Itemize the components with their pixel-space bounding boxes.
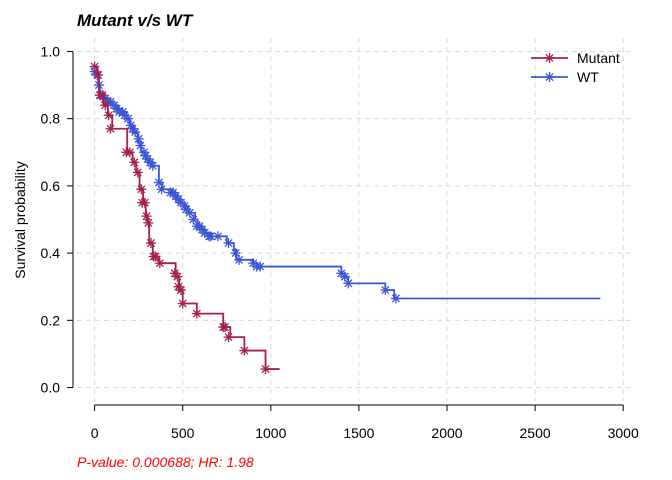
p-value-annotation: P-value: 0.000688; HR: 1.98 (77, 454, 254, 470)
censor-mark-mutant (260, 364, 271, 375)
legend-marker-mutant (544, 53, 555, 63)
censor-mark-wt (223, 238, 234, 249)
x-tick-label: 0 (91, 425, 99, 441)
x-tick-label: 2000 (431, 425, 462, 441)
x-tick-label: 1500 (343, 425, 374, 441)
censor-mark-wt (255, 261, 266, 272)
censor-mark-mutant (239, 345, 250, 356)
censor-mark-mutant (223, 332, 234, 343)
censor-mark-wt (380, 285, 391, 296)
censor-mark-wt (234, 254, 245, 265)
series-group (89, 61, 601, 375)
censor-mark-mutant (136, 184, 147, 195)
x-axis-ticks: 0 500 1000 1500 2000 2500 3000 (91, 405, 639, 441)
survival-curve-wt (94, 70, 601, 300)
series-mutant (89, 61, 280, 375)
censor-mark-mutant (220, 322, 230, 333)
censor-mark-mutant (89, 61, 100, 72)
censor-mark-mutant (100, 100, 111, 111)
legend-label-mutant: Mutant (577, 50, 620, 66)
y-tick-label: 0.6 (41, 178, 61, 194)
censor-mark-mutant (129, 157, 140, 168)
legend-label-wt: WT (577, 69, 599, 85)
censor-mark-wt (156, 184, 167, 195)
censor-mark-mutant (191, 308, 202, 319)
censor-mark-mutant (124, 147, 135, 158)
censor-mark-mutant (146, 238, 156, 249)
y-tick-label: 0.2 (41, 312, 61, 328)
censor-mark-mutant (154, 258, 165, 269)
censor-mark-mutant (143, 217, 154, 228)
y-tick-label: 0.0 (41, 380, 61, 396)
censor-mark-wt (390, 293, 401, 304)
y-tick-label: 0.8 (41, 111, 61, 127)
censor-mark-mutant (97, 90, 108, 101)
grid-lines (77, 38, 632, 401)
censor-mark-wt (212, 231, 223, 242)
censor-mark-mutant (103, 110, 114, 121)
x-tick-label: 3000 (608, 425, 639, 441)
legend: Mutant WT (531, 50, 620, 85)
censor-mark-wt (147, 160, 158, 171)
censor-mark-mutant (150, 251, 161, 262)
censor-mark-mutant (177, 298, 188, 309)
censor-mark-mutant (139, 197, 150, 208)
censor-mark-wt (343, 278, 354, 289)
x-tick-label: 500 (171, 425, 195, 441)
censor-mark-mutant (172, 271, 183, 282)
x-tick-label: 1000 (255, 425, 286, 441)
censor-mark-mutant (141, 211, 152, 222)
chart-title: Mutant v/s WT (77, 11, 194, 30)
censor-mark-mutant (132, 167, 143, 178)
censor-mark-wt (133, 133, 144, 144)
censor-mark-mutant (105, 123, 116, 134)
y-axis-ticks: 0.0 0.2 0.4 0.6 0.8 1.0 (41, 43, 73, 396)
legend-item-mutant: Mutant (531, 50, 620, 66)
y-tick-label: 1.0 (41, 43, 61, 59)
legend-item-wt: WT (531, 69, 599, 85)
censor-mark-mutant (93, 69, 104, 80)
censor-mark-mutant (175, 285, 186, 296)
legend-marker-wt (544, 72, 555, 82)
y-tick-label: 0.4 (41, 245, 61, 261)
series-wt (89, 66, 601, 304)
axes (72, 51, 624, 406)
x-tick-label: 2500 (520, 425, 551, 441)
y-axis-label: Survival probability (12, 161, 28, 279)
